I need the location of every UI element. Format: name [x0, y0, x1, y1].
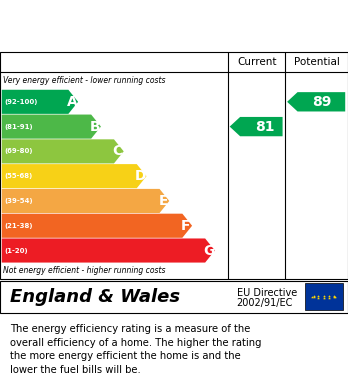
Polygon shape: [2, 213, 192, 238]
Polygon shape: [287, 92, 345, 111]
Text: F: F: [181, 219, 191, 233]
Text: (21-38): (21-38): [4, 223, 33, 229]
Text: (81-91): (81-91): [4, 124, 33, 129]
Text: (69-80): (69-80): [4, 148, 33, 154]
Text: Very energy efficient - lower running costs: Very energy efficient - lower running co…: [3, 76, 166, 85]
Text: 2002/91/EC: 2002/91/EC: [237, 298, 293, 308]
Text: A: A: [66, 95, 77, 109]
Polygon shape: [2, 164, 147, 188]
Bar: [304, 283, 343, 310]
Text: (39-54): (39-54): [4, 198, 33, 204]
Polygon shape: [2, 239, 215, 263]
Polygon shape: [2, 189, 169, 213]
Text: Not energy efficient - higher running costs: Not energy efficient - higher running co…: [3, 266, 166, 275]
Text: EU Directive: EU Directive: [237, 288, 297, 298]
Text: E: E: [158, 194, 168, 208]
Text: The energy efficiency rating is a measure of the
overall efficiency of a home. T: The energy efficiency rating is a measur…: [10, 324, 262, 375]
Text: 81: 81: [255, 120, 275, 134]
Text: D: D: [134, 169, 146, 183]
Text: England & Wales: England & Wales: [10, 288, 181, 306]
Polygon shape: [230, 117, 283, 136]
Text: (55-68): (55-68): [4, 173, 32, 179]
Text: G: G: [203, 244, 214, 258]
Text: B: B: [89, 120, 100, 134]
Text: (1-20): (1-20): [4, 248, 28, 253]
Text: 89: 89: [312, 95, 332, 109]
Polygon shape: [2, 115, 101, 139]
Text: C: C: [112, 144, 122, 158]
Text: Current: Current: [237, 57, 276, 67]
Text: Potential: Potential: [294, 57, 340, 67]
Text: (92-100): (92-100): [4, 99, 38, 105]
Text: Energy Efficiency Rating: Energy Efficiency Rating: [50, 23, 298, 41]
Polygon shape: [2, 90, 78, 114]
Polygon shape: [2, 139, 124, 163]
